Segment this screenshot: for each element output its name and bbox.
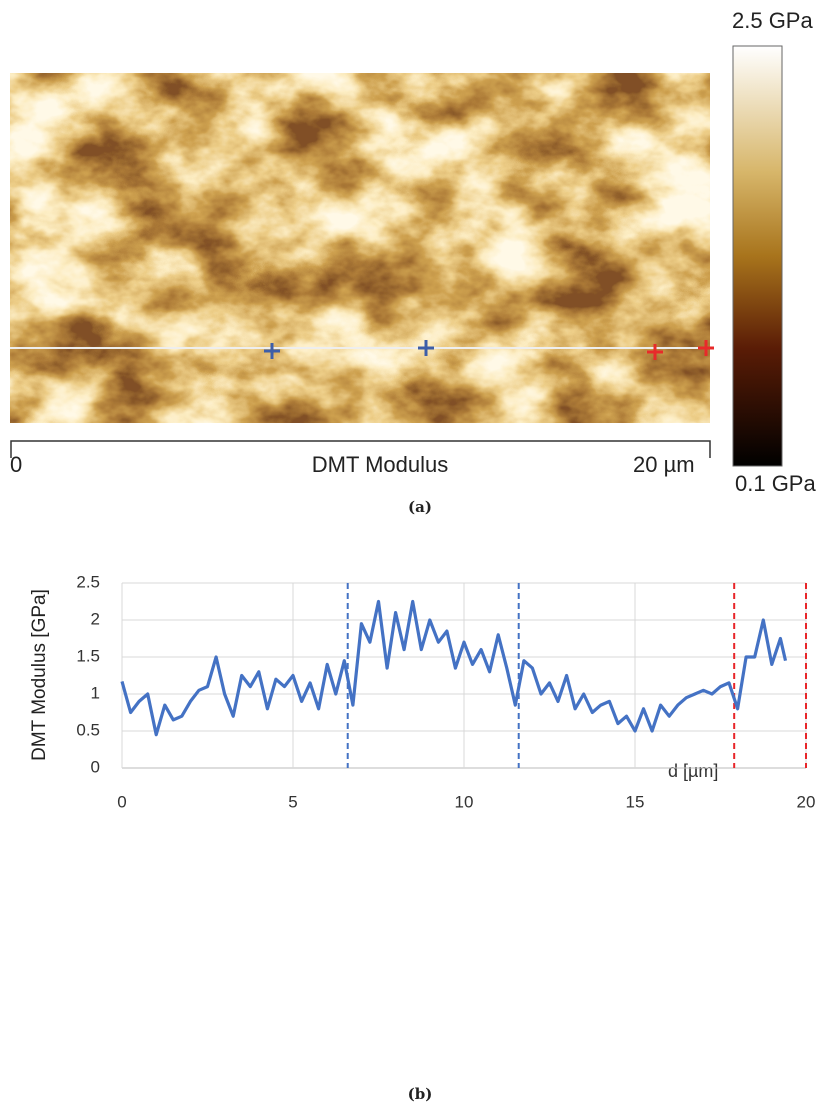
y-tick-label: 0.5: [76, 720, 100, 739]
scale-end: 20 µm: [633, 452, 695, 477]
scale-start: 0: [10, 452, 22, 477]
y-tick-label: 1: [91, 683, 100, 702]
afm-panel: 0 DMT Modulus 20 µm 2.5 GPa 0.1 GPa (a): [10, 8, 816, 516]
x-tick-label: 10: [455, 792, 474, 811]
colorbar-min: 0.1 GPa: [735, 471, 816, 496]
caption-a: (a): [408, 498, 432, 516]
caption-b: (b): [408, 1085, 433, 1103]
afm-image: [10, 73, 710, 423]
x-tick-label: 20: [797, 792, 816, 811]
y-tick-label: 2: [91, 609, 100, 628]
data-line: [120, 599, 788, 737]
cursor-markers: [264, 340, 714, 360]
y-tick-label: 1.5: [76, 646, 100, 665]
colorbar-max: 2.5 GPa: [732, 8, 813, 33]
x-tick-label: 5: [288, 792, 297, 811]
x-axis-label: d [µm]: [668, 761, 718, 781]
y-tick-label: 0: [91, 757, 100, 776]
x-tick-label: 0: [117, 792, 126, 811]
scale-bar: [10, 440, 711, 458]
colorbar: [732, 45, 783, 467]
x-tick-label: 15: [626, 792, 645, 811]
image-title: DMT Modulus: [312, 452, 449, 477]
y-axis-label: DMT Modulus [GPa]: [29, 589, 50, 761]
y-tick-label: 2.5: [76, 572, 100, 591]
